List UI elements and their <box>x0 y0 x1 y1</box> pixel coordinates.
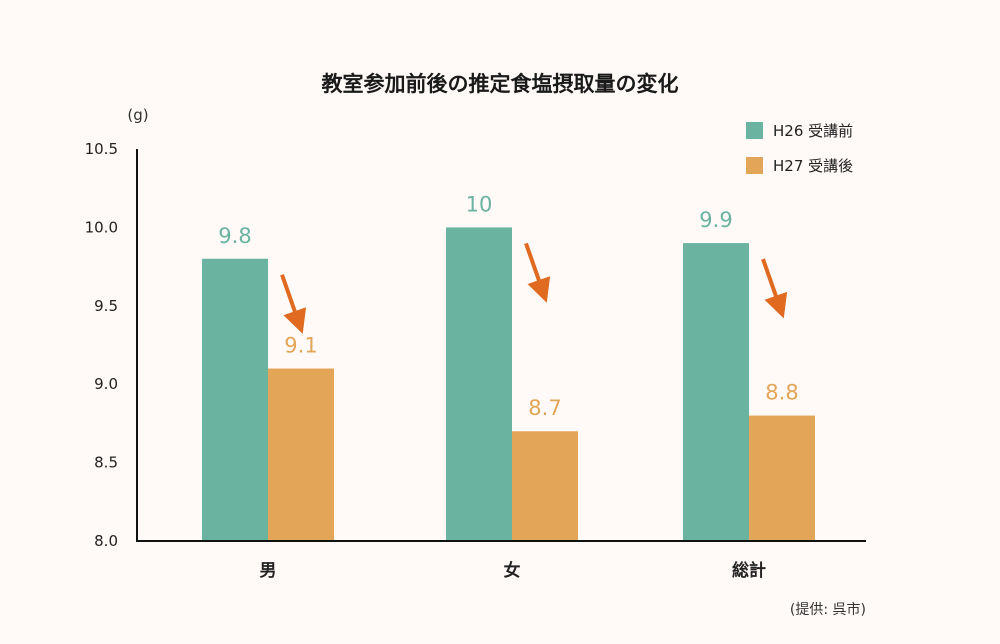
category-label: 総計 <box>732 560 766 581</box>
decrease-arrows-group <box>280 242 788 334</box>
bar-value-label: 8.8 <box>765 381 798 405</box>
y-axis-ticks: 8.0 8.5 9.0 9.5 10.0 10.5 <box>85 140 118 550</box>
bar-after <box>749 415 815 541</box>
bars-group <box>202 227 815 541</box>
y-tick-label: 10.5 <box>85 140 118 158</box>
y-tick-label: 8.5 <box>94 454 118 472</box>
legend-label: H27 受講後 <box>773 157 853 175</box>
y-axis-unit-label: (g) <box>127 106 148 124</box>
legend-swatch <box>746 122 763 139</box>
category-label: 女 <box>504 560 521 581</box>
legend: H26 受講前 H27 受講後 <box>746 122 853 175</box>
bar-before <box>683 243 749 541</box>
x-axis-categories: 男 女 総計 <box>260 560 767 581</box>
y-tick-label: 9.5 <box>94 297 118 315</box>
legend-label: H26 受講前 <box>773 122 853 140</box>
bar-value-label: 8.7 <box>528 396 561 420</box>
bar-value-label: 9.8 <box>218 224 251 248</box>
legend-swatch <box>746 157 763 174</box>
bar-value-label: 9.1 <box>284 334 317 358</box>
decrease-arrow <box>761 258 788 319</box>
bar-after <box>512 431 578 541</box>
decrease-arrow <box>524 242 551 303</box>
data-labels-group: 9.8 9.1 10 8.7 9.9 8.8 <box>218 192 798 420</box>
bar-before <box>202 258 268 541</box>
bar-value-label: 10 <box>466 192 493 216</box>
source-credit: (提供: 呉市) <box>790 601 866 618</box>
y-tick-label: 9.0 <box>94 375 118 393</box>
bar-after <box>268 368 334 541</box>
y-tick-label: 8.0 <box>94 532 118 550</box>
bar-before <box>446 227 512 541</box>
bar-value-label: 9.9 <box>699 208 732 232</box>
chart-title: 教室参加前後の推定食塩摂取量の変化 <box>322 72 679 96</box>
y-tick-label: 10.0 <box>85 218 118 236</box>
decrease-arrow <box>280 274 307 334</box>
category-label: 男 <box>260 561 277 581</box>
